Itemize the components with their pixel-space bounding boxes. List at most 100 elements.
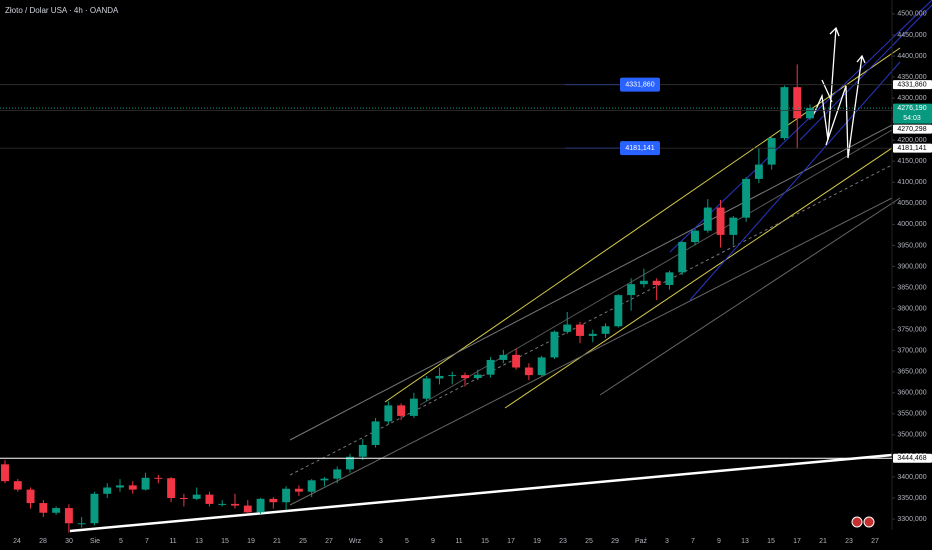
x-tick-label: 5 bbox=[119, 538, 123, 545]
trend-line bbox=[289, 197, 893, 506]
x-tick-label: 13 bbox=[741, 538, 749, 545]
y-tick-label: 4150,000 bbox=[897, 158, 926, 165]
x-tick-label: 3 bbox=[665, 538, 669, 545]
x-tick-label: 17 bbox=[507, 538, 515, 545]
y-tick-label: 3500,000 bbox=[897, 432, 926, 439]
candle-body bbox=[729, 217, 738, 235]
candle-body bbox=[116, 485, 124, 488]
y-tick-label: 4000,000 bbox=[897, 221, 926, 228]
y-tick-label: 3650,000 bbox=[897, 369, 926, 376]
price-tag-label: 4331,860 bbox=[897, 82, 926, 89]
candle-body bbox=[499, 354, 508, 360]
y-tick-label: 4500,000 bbox=[897, 11, 926, 18]
candle-body bbox=[243, 505, 252, 513]
x-tick-label: 27 bbox=[325, 538, 333, 545]
x-tick-label: 21 bbox=[819, 538, 827, 545]
candle-body bbox=[205, 494, 214, 504]
x-tick-label: 9 bbox=[717, 538, 721, 545]
candle-body bbox=[703, 207, 712, 231]
candle-body bbox=[691, 230, 699, 243]
candle-body bbox=[307, 480, 316, 492]
candle-body bbox=[358, 444, 367, 457]
candle-body bbox=[13, 481, 22, 490]
candle-body bbox=[767, 138, 776, 165]
candle-body bbox=[588, 333, 597, 336]
candle-body bbox=[346, 456, 354, 470]
price-tag-label: 4270,298 bbox=[897, 126, 926, 133]
candle-body bbox=[435, 375, 444, 379]
y-tick-label: 3900,000 bbox=[897, 263, 926, 270]
candle-body bbox=[371, 421, 380, 445]
x-tick-label: 5 bbox=[405, 538, 409, 545]
x-tick-label: 30 bbox=[65, 538, 73, 545]
candle-body bbox=[39, 503, 48, 513]
y-tick-label: 3750,000 bbox=[897, 326, 926, 333]
candle-body bbox=[218, 503, 227, 505]
x-tick-label: 13 bbox=[195, 538, 203, 545]
y-tick-label: 3950,000 bbox=[897, 242, 926, 249]
x-tick-label: 23 bbox=[559, 538, 567, 545]
candle-body bbox=[397, 405, 406, 416]
x-tick-label: 28 bbox=[39, 538, 47, 545]
candle-body bbox=[26, 489, 35, 504]
candle-body bbox=[64, 508, 73, 524]
candle-body bbox=[294, 488, 303, 492]
support-line bbox=[69, 453, 893, 533]
y-tick-label: 3400,000 bbox=[897, 474, 926, 481]
candle-body bbox=[806, 108, 814, 119]
y-tick-label: 3600,000 bbox=[897, 390, 926, 397]
candle-body bbox=[154, 477, 163, 479]
arrow bbox=[811, 27, 837, 141]
price-label-box bbox=[620, 141, 660, 156]
candle-body bbox=[179, 498, 188, 500]
candle-body bbox=[52, 508, 61, 513]
y-tick-label: 3700,000 bbox=[897, 348, 926, 355]
y-tick-label: 3800,000 bbox=[897, 305, 926, 312]
arrow bbox=[821, 79, 833, 103]
candle-body bbox=[639, 280, 648, 285]
candle-body bbox=[282, 488, 291, 503]
candle-body bbox=[422, 378, 431, 399]
x-tick-label: 29 bbox=[611, 538, 619, 545]
x-tick-label: 19 bbox=[247, 538, 255, 545]
candle-body bbox=[320, 478, 329, 481]
candle-body bbox=[486, 359, 495, 375]
candle-body bbox=[678, 242, 687, 273]
candle-body bbox=[563, 324, 572, 332]
candle-body bbox=[192, 494, 201, 499]
event-icon bbox=[863, 516, 875, 528]
trend-line bbox=[504, 147, 893, 409]
x-tick-label: 11 bbox=[455, 538, 462, 545]
candle-body bbox=[461, 375, 469, 379]
x-tick-label: 27 bbox=[871, 538, 879, 545]
price-label: 4331,860 bbox=[625, 82, 654, 89]
trend-line bbox=[599, 197, 901, 396]
drawings bbox=[69, 0, 932, 533]
y-tick-label: 4200,000 bbox=[897, 137, 926, 144]
candle-body bbox=[128, 485, 137, 490]
x-tick-label: Wrz bbox=[349, 538, 362, 545]
x-tick-label: 15 bbox=[221, 538, 229, 545]
trend-line bbox=[289, 124, 893, 441]
arrow bbox=[825, 55, 863, 159]
x-tick-label: 23 bbox=[845, 538, 853, 545]
candle-body bbox=[614, 295, 623, 327]
y-tick-label: 4050,000 bbox=[897, 200, 926, 207]
candle-body bbox=[793, 87, 802, 119]
candle-body bbox=[627, 284, 636, 296]
y-tick-label: 3350,000 bbox=[897, 495, 926, 502]
candle-body bbox=[333, 469, 342, 479]
candle-body bbox=[537, 357, 546, 376]
y-tick-label: 3850,000 bbox=[897, 284, 926, 291]
trend-line bbox=[669, 0, 932, 253]
trend-line bbox=[289, 164, 893, 476]
candle-body bbox=[77, 523, 86, 525]
y-tick-label: 4100,000 bbox=[897, 179, 926, 186]
x-tick-label: 7 bbox=[691, 538, 695, 545]
trend-line bbox=[384, 47, 901, 403]
candle-body bbox=[90, 493, 99, 524]
x-tick-label: Sie bbox=[90, 538, 100, 545]
x-tick-label: 3 bbox=[379, 538, 383, 545]
candle-body bbox=[742, 178, 751, 218]
